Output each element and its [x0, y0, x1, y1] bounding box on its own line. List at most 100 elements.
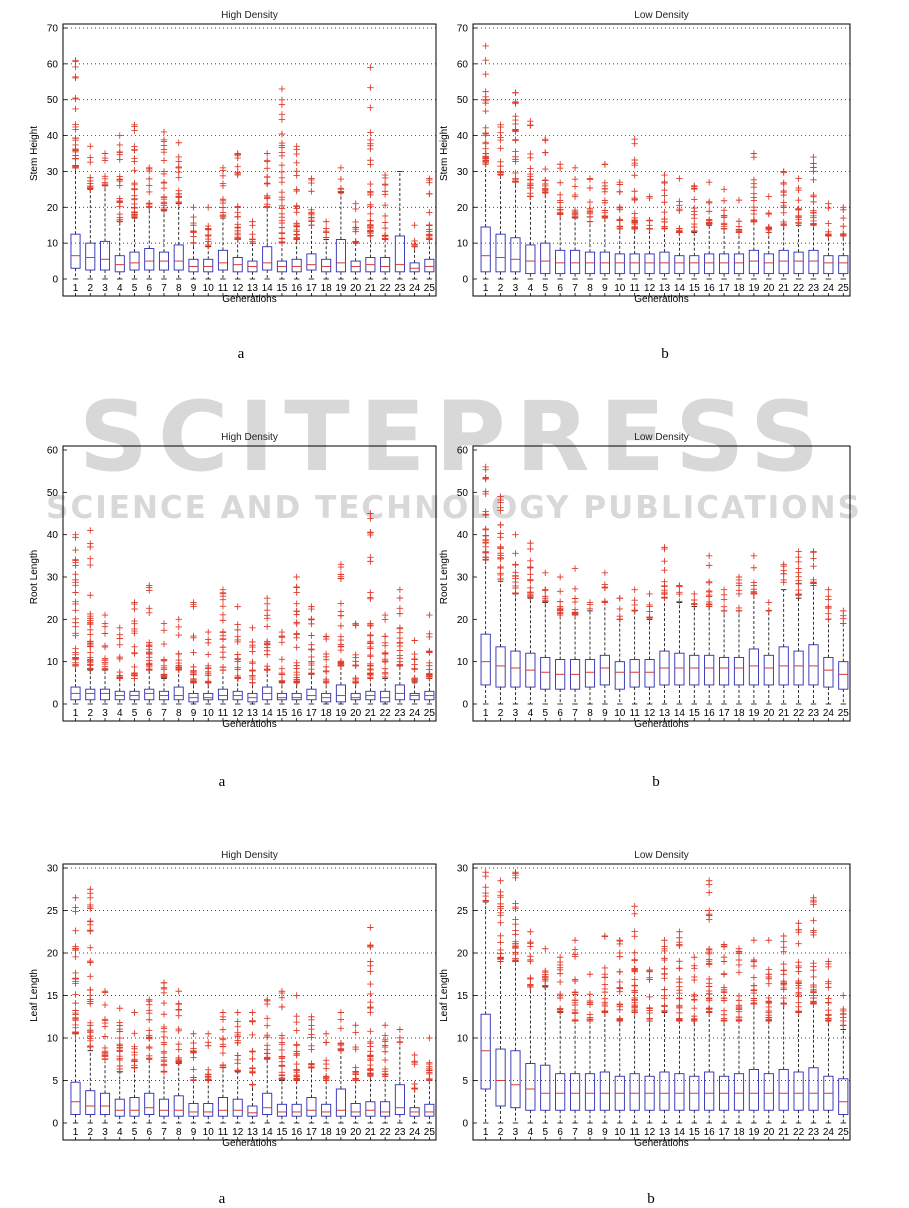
outlier-marker: [825, 1006, 832, 1014]
outlier-marker: [367, 210, 374, 218]
outlier-marker: [527, 928, 534, 935]
outlier-marker: [219, 666, 227, 674]
outlier-marker: [263, 600, 271, 608]
box-5: [540, 945, 551, 1124]
outlier-marker: [616, 937, 623, 944]
outlier-marker: [87, 665, 94, 672]
x-tick-label: 11: [218, 708, 229, 719]
panel-letter: a: [219, 1191, 226, 1207]
x-tick-label: 17: [306, 708, 318, 719]
outlier-marker: [676, 207, 683, 214]
outlier-marker: [542, 149, 549, 156]
box-25: [838, 992, 849, 1124]
iqr-box: [480, 633, 491, 686]
box-10: [614, 178, 625, 280]
outlier-marker: [263, 644, 271, 651]
outlier-marker: [571, 209, 579, 217]
outlier-marker: [278, 988, 286, 995]
x-tick-label: 12: [644, 1127, 656, 1138]
box-17: [306, 603, 317, 705]
outlier-marker: [691, 196, 698, 203]
box-6: [144, 996, 155, 1124]
iqr-box: [614, 253, 625, 275]
outlier-marker: [367, 180, 374, 188]
outlier-marker: [512, 89, 519, 96]
outlier-marker: [278, 239, 286, 247]
x-tick-label: 17: [306, 1127, 318, 1138]
x-tick-label: 19: [335, 708, 347, 719]
outlier-marker: [190, 228, 197, 236]
iqr-box: [644, 253, 655, 275]
outlier-marker: [72, 576, 79, 584]
outlier-marker: [735, 997, 743, 1004]
iqr-box: [510, 237, 521, 273]
outlier-marker: [190, 669, 197, 676]
box-8: [584, 599, 596, 705]
x-tick-label: 4: [117, 283, 123, 294]
outlier-marker: [571, 997, 579, 1004]
box-2: [85, 527, 96, 705]
plot-frame: [62, 23, 437, 297]
outlier-marker: [646, 193, 653, 200]
outlier-marker: [146, 175, 153, 183]
outlier-marker: [381, 202, 389, 209]
outlier-marker: [160, 148, 168, 156]
iqr-box: [793, 650, 804, 686]
y-tick-label: 0: [52, 700, 58, 711]
outlier-marker: [337, 164, 345, 172]
outlier-marker: [825, 615, 832, 623]
outlier-marker: [512, 126, 519, 134]
outlier-marker: [352, 1077, 359, 1084]
iqr-box: [495, 646, 506, 688]
outlier-marker: [661, 171, 668, 179]
box-13: [659, 171, 670, 280]
outlier-marker: [661, 956, 668, 964]
outlier-marker: [131, 617, 138, 625]
outlier-marker: [497, 575, 504, 583]
outlier-marker: [616, 594, 623, 602]
iqr-box: [778, 249, 789, 275]
outlier-marker: [337, 642, 345, 650]
outlier-marker: [396, 605, 404, 612]
outlier-marker: [765, 998, 772, 1005]
iqr-box: [203, 692, 214, 701]
box-12: [232, 1009, 243, 1124]
x-tick-label: 13: [659, 283, 671, 294]
outlier-marker: [160, 1033, 168, 1041]
outlier-marker: [482, 93, 489, 100]
x-tick-label: 14: [674, 708, 686, 719]
iqr-box: [217, 249, 228, 271]
outlier-marker: [631, 194, 638, 202]
outlier-marker: [810, 894, 817, 901]
iqr-box: [394, 684, 405, 701]
outlier-marker: [190, 1066, 197, 1073]
outlier-marker: [205, 662, 212, 669]
outlier-marker: [482, 490, 489, 498]
outlier-marker: [512, 98, 519, 106]
outlier-marker: [676, 928, 683, 935]
outlier-marker: [278, 1046, 286, 1054]
iqr-box: [99, 688, 111, 701]
x-tick-label: 8: [587, 283, 593, 294]
outlier-marker: [293, 1013, 300, 1020]
box-7: [158, 620, 170, 705]
outlier-marker: [396, 629, 404, 636]
box-16: [704, 552, 715, 705]
outlier-marker: [72, 589, 79, 596]
outlier-marker: [601, 598, 609, 605]
outlier-marker: [160, 656, 168, 663]
outlier-marker: [263, 623, 271, 630]
panel-letter: b: [661, 346, 669, 362]
outlier-marker: [160, 620, 168, 627]
box-19: [748, 150, 759, 280]
outlier-marker: [87, 973, 94, 980]
outlier-marker: [87, 1027, 94, 1035]
outlier-marker: [795, 580, 802, 588]
box-25: [424, 611, 435, 705]
box-2: [495, 493, 506, 705]
iqr-box: [584, 659, 596, 688]
iqr-box: [350, 1102, 361, 1117]
outlier-marker: [750, 590, 758, 598]
